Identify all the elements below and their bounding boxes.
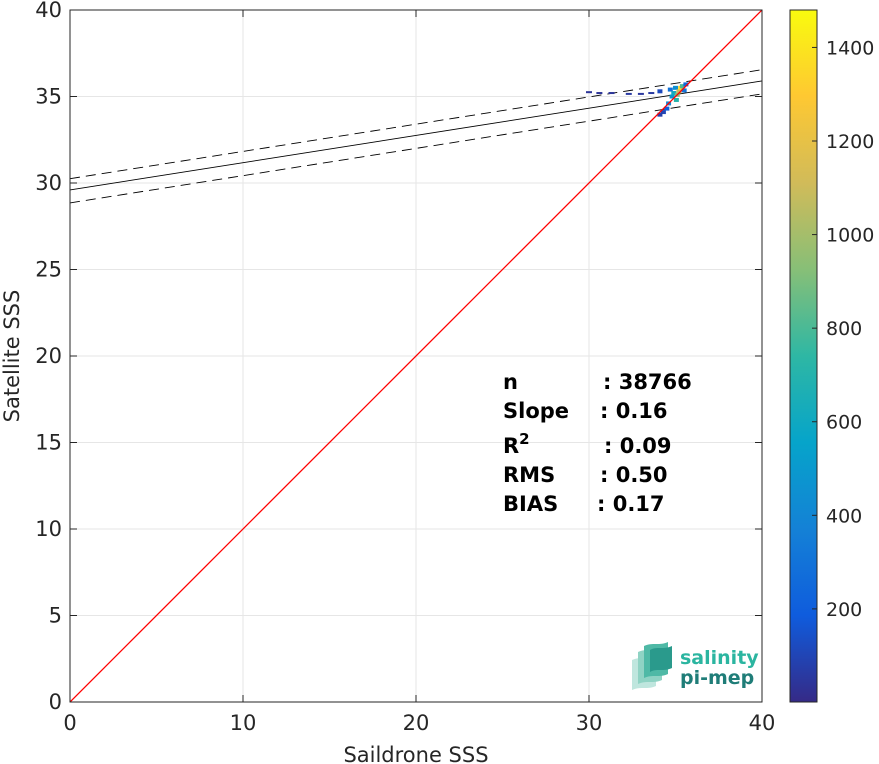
x-tick-label: 10 — [230, 711, 257, 735]
x-tick-label: 20 — [403, 711, 430, 735]
colorbar-tick-label: 1000 — [826, 225, 874, 247]
stats-label: BIAS — [503, 492, 558, 516]
y-tick-label: 10 — [35, 517, 62, 541]
stats-value: : 0.50 — [600, 463, 668, 487]
x-axis-label: Saildrone SSS — [343, 743, 488, 764]
identity-line — [70, 10, 762, 702]
density-point — [657, 112, 663, 117]
waves-icon — [632, 642, 672, 690]
y-tick-label: 5 — [49, 604, 62, 628]
density-point — [664, 106, 670, 111]
y-axis-label: Satellite SSS — [0, 290, 24, 423]
stats-label: RMS — [503, 463, 555, 487]
axis-ticks: 0 10 20 30 40 0 5 10 15 20 25 30 35 40 — [35, 0, 775, 735]
density-point — [625, 92, 632, 95]
density-point — [586, 91, 592, 94]
salinity-pi-mep-logo: salinity pi-mep — [632, 642, 759, 690]
colorbar — [789, 9, 818, 703]
density-point — [660, 110, 666, 115]
y-tick-label: 30 — [35, 171, 62, 195]
density-point — [669, 94, 675, 99]
density-point — [596, 92, 603, 95]
density-point — [608, 92, 615, 95]
stats-superscript: 2 — [519, 430, 529, 448]
density-point — [648, 92, 655, 95]
colorbar-tick-label: 1400 — [826, 37, 874, 59]
stats-label: n — [503, 370, 518, 394]
stats-label: Slope — [503, 399, 569, 423]
x-tick-label: 30 — [576, 711, 603, 735]
density-point — [673, 85, 678, 90]
colorbar-tick-label: 600 — [826, 412, 862, 434]
density-point — [673, 97, 679, 102]
density-point — [671, 91, 677, 96]
density-point — [637, 92, 644, 95]
colorbar-tick-label: 1200 — [826, 131, 874, 153]
density-point — [667, 87, 673, 92]
colorbar-ticks: 200 400 600 800 1000 1200 1400 — [812, 37, 874, 621]
y-tick-label: 0 — [49, 690, 62, 714]
logo-line-2: pi-mep — [680, 667, 754, 689]
stats-value: : 0.17 — [597, 492, 665, 516]
colorbar-tick-label: 200 — [826, 599, 862, 621]
stats-value: : 0.09 — [604, 434, 672, 458]
stats-value: : 0.16 — [600, 399, 668, 423]
y-tick-label: 40 — [35, 0, 62, 22]
density-point — [676, 89, 682, 94]
y-tick-label: 15 — [35, 431, 62, 455]
stats-value: : 38766 — [603, 370, 692, 394]
regression-line — [70, 80, 762, 191]
density-point — [679, 84, 685, 89]
density-point — [681, 88, 687, 93]
x-tick-label: 40 — [749, 711, 776, 735]
y-tick-label: 20 — [35, 344, 62, 368]
logo-line-1: salinity — [680, 647, 759, 669]
colorbar-tick-label: 400 — [826, 505, 862, 527]
density-point — [657, 89, 663, 94]
density-point — [683, 82, 689, 87]
y-tick-label: 25 — [35, 258, 62, 282]
plot-marks — [70, 10, 762, 702]
confidence-line — [70, 93, 762, 204]
y-tick-label: 35 — [35, 85, 62, 109]
colorbar-tick-label: 800 — [826, 318, 862, 340]
x-tick-label: 0 — [63, 711, 76, 735]
confidence-line — [70, 69, 762, 180]
